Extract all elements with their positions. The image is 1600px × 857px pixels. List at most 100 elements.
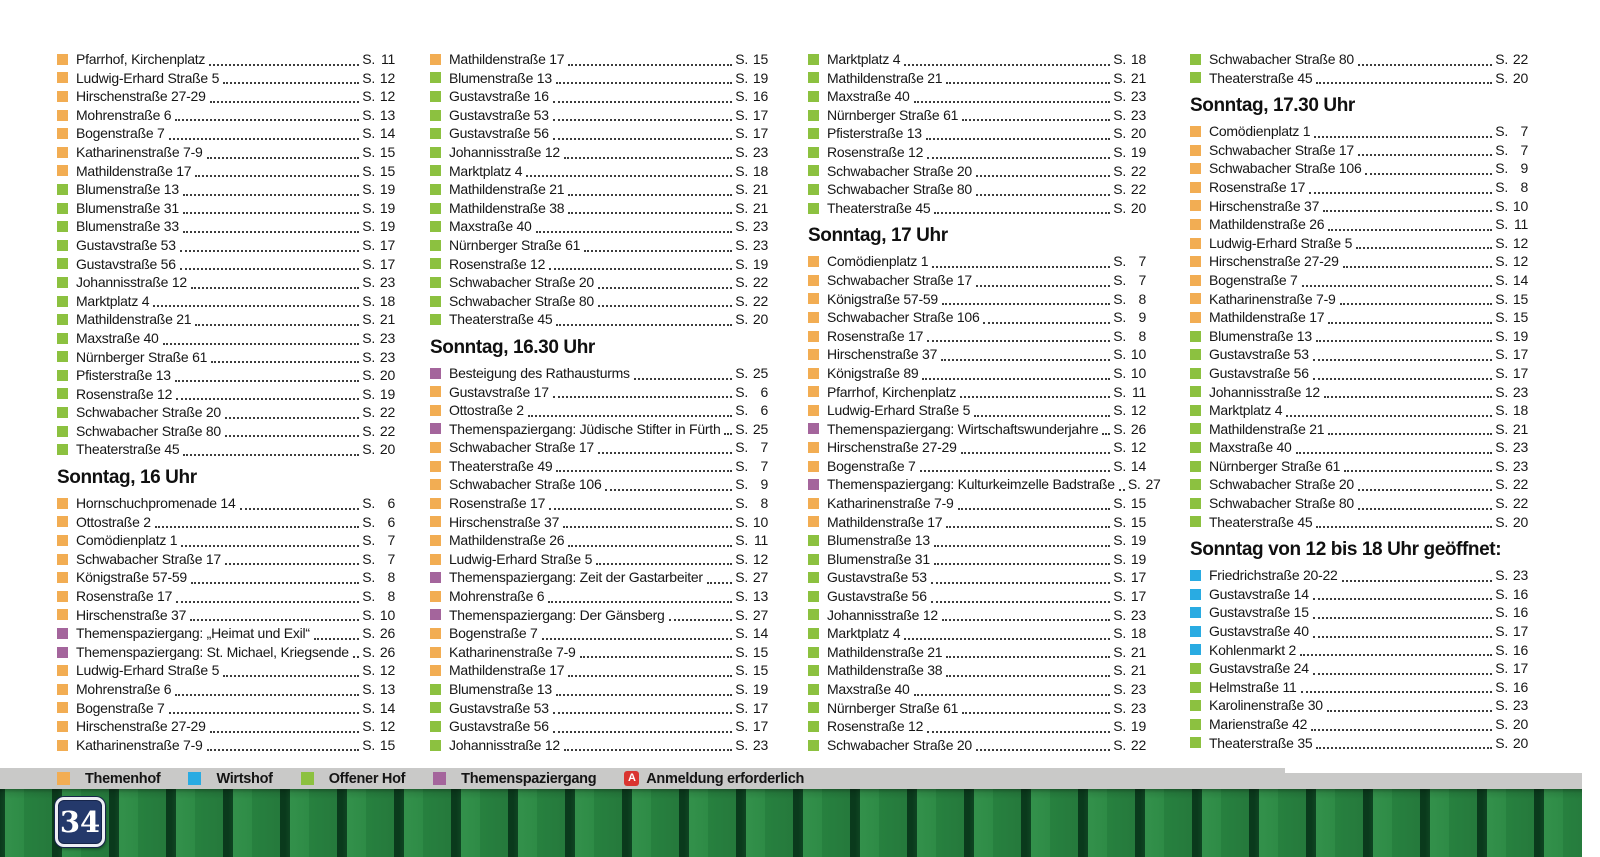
index-entry: Blumenstraße 13 S. 19 [57, 180, 395, 199]
index-entry: Schwabacher Straße 80 S. 22 [808, 180, 1146, 199]
swatch-themenspaziergang-icon [57, 628, 68, 640]
dot-leader [960, 451, 1111, 454]
dot-leader [179, 249, 360, 252]
entry-label: Gustavstraße 17 [449, 383, 549, 400]
page-prefix: S. [1495, 660, 1508, 677]
entry-label: Kohlenmarkt 2 [1209, 641, 1297, 658]
page-prefix: S. [1113, 643, 1126, 660]
entry-page-number: 17 [1512, 364, 1528, 381]
index-entry: Schwabacher Straße 20 S. 22 [430, 273, 768, 292]
swatch-themenhof-icon [808, 330, 819, 342]
dot-leader [584, 249, 733, 252]
page-prefix: S. [735, 718, 748, 735]
swatch-themenhof-icon [430, 404, 441, 416]
entry-label: Rosenstraße 17 [449, 495, 546, 512]
swatch-offener-hof-icon [808, 739, 819, 751]
index-entry: Hirschenstraße 37 S. 10 [430, 513, 768, 532]
index-entry: Johannisstraße 12 S. 23 [808, 606, 1146, 625]
swatch-themenhof-icon [808, 404, 819, 416]
entry-label: Gustavstraße 56 [76, 255, 176, 272]
index-entry: Blumenstraße 31 S. 19 [57, 199, 395, 218]
index-entry: Kohlenmarkt 2 S. 16 [1190, 641, 1528, 660]
index-entry: Themenspaziergang: Kulturkeimzelle Badst… [808, 475, 1161, 494]
entry-page-number: 19 [752, 681, 768, 697]
entry-page-number: 23 [1512, 439, 1528, 456]
entry-label: Maxstraße 40 [76, 329, 159, 346]
entry-page-number: 19 [379, 199, 395, 216]
entry-page-number: 15 [379, 143, 395, 160]
index-entry: Rosenstraße 17 S. 8 [430, 494, 768, 513]
entry-page-number: 22 [379, 404, 395, 421]
swatch-offener-hof-icon [1190, 497, 1201, 509]
dot-leader [941, 618, 1111, 622]
dot-leader [224, 434, 360, 438]
entry-label: Rosenstraße 12 [827, 718, 924, 735]
index-entry: Themenspaziergang: St. Michael, Kriegsen… [57, 643, 395, 662]
dot-leader [913, 693, 1111, 696]
dot-leader [930, 600, 1111, 603]
dot-leader [1312, 377, 1493, 380]
section-heading: Sonntag, 16 Uhr [57, 467, 197, 489]
entry-page-number: 25 [752, 364, 768, 381]
index-entry: Mathildenstraße 21 S. 21 [57, 310, 395, 329]
dot-leader [1323, 395, 1493, 399]
entry-page-number: 20 [1130, 125, 1146, 142]
swatch-offener-hof-icon [430, 221, 441, 233]
swatch-themenspaziergang-icon [808, 423, 819, 435]
page-prefix: S. [1495, 495, 1508, 512]
page-prefix: S. [735, 736, 748, 753]
page-prefix: S. [362, 311, 375, 328]
swatch-offener-hof-icon [808, 183, 819, 195]
index-entry: Königstraße 57-59 S. 8 [808, 290, 1146, 309]
entry-label: Schwabacher Straße 106 [1209, 160, 1362, 177]
page-prefix: S. [735, 699, 748, 716]
entry-label: Ludwig-Erhard Straße 5 [76, 69, 220, 86]
page-prefix: S. [1113, 457, 1126, 474]
swatch-offener-hof-icon [57, 444, 68, 456]
index-column-1: Pfarrhof, Kirchenplatz S. 11 Ludwig-Erhard … [57, 50, 395, 754]
page-prefix: S. [735, 51, 748, 67]
entry-page-number: 15 [752, 51, 768, 67]
entry-page-number: 23 [379, 329, 395, 346]
dot-leader [190, 618, 360, 622]
legend-bar: Themenhof Wirtshof Offener Hof Themenspazie… [0, 768, 1285, 789]
entry-label: Katharinenstraße 7-9 [76, 736, 203, 753]
dot-leader [1357, 153, 1493, 157]
page-prefix: S. [1113, 143, 1126, 160]
page-prefix: S. [362, 588, 375, 605]
page-prefix: S. [362, 495, 375, 512]
entry-page-number: 27 [752, 606, 768, 623]
entry-label: Ludwig-Erhard Straße 5 [827, 402, 971, 419]
entry-page-number: 18 [1130, 51, 1146, 67]
page-prefix: S. [1113, 718, 1126, 735]
page-prefix: S. [735, 402, 748, 419]
swatch-offener-hof-icon [57, 369, 68, 381]
index-column-2: Mathildenstraße 17 S. 15 Blumenstraße 13 S. 1… [430, 50, 768, 754]
page-prefix: S. [1495, 234, 1508, 251]
dot-leader [175, 693, 360, 696]
index-entry: Gustavstraße 56 S. 17 [430, 717, 768, 736]
dot-leader [168, 711, 360, 715]
entry-label: Johannisstraße 12 [76, 274, 187, 291]
dot-leader [975, 284, 1111, 287]
index-entry: Schwabacher Straße 80 S. 22 [1190, 494, 1528, 513]
index-entry: Hirschenstraße 37 S. 10 [808, 345, 1146, 364]
page-prefix: S. [1113, 550, 1126, 567]
entry-label: Besteigung des Rathausturms [449, 364, 630, 381]
entry-page-number: 7 [1138, 271, 1146, 288]
page-prefix: S. [1113, 253, 1126, 270]
page-prefix: S. [1113, 199, 1126, 216]
legend-item-offener-hof: Offener Hof [300, 771, 405, 787]
swatch-themenhof-icon [430, 479, 441, 491]
page-prefix: S. [735, 476, 748, 493]
index-entry: Schwabacher Straße 106 S. 9 [1190, 159, 1528, 178]
entry-page-number: 11 [380, 51, 395, 67]
swatch-offener-hof-icon [1190, 386, 1201, 398]
entry-label: Gustavstraße 56 [1209, 364, 1309, 381]
dot-leader [904, 63, 1111, 66]
page-prefix: S. [1113, 88, 1126, 105]
entry-page-number: 10 [1130, 364, 1146, 381]
entry-label: Pfisterstraße 13 [76, 367, 171, 384]
entry-label: Theaterstraße 45 [449, 311, 553, 328]
swatch-themenhof-icon [808, 349, 819, 361]
